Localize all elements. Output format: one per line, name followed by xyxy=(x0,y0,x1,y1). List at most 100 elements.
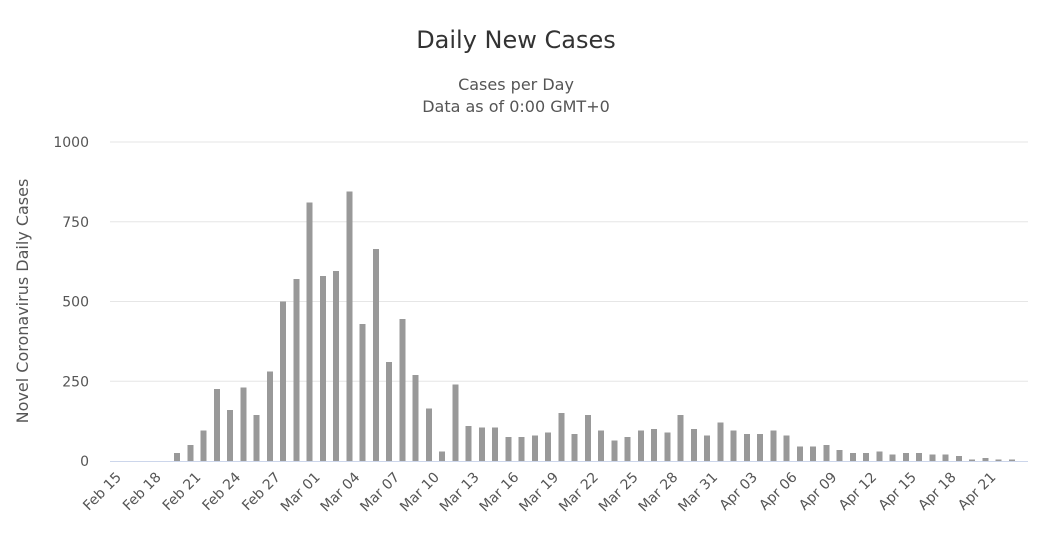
bar-mar-17 xyxy=(531,435,538,461)
bar-mar-23 xyxy=(611,440,618,461)
bar-mar-08 xyxy=(412,374,419,461)
bar-feb-26 xyxy=(266,371,273,461)
y-tick-label: 0 xyxy=(80,454,89,470)
bar-mar-19 xyxy=(558,413,565,461)
x-tick-label: Mar 04 xyxy=(318,469,364,515)
bar-apr-22 xyxy=(1008,459,1015,461)
bar-feb-24 xyxy=(240,387,247,461)
bar-mar-09 xyxy=(425,408,432,461)
x-tick-label: Mar 13 xyxy=(437,470,483,516)
x-tick-label: Apr 18 xyxy=(915,470,959,514)
bar-mar-30 xyxy=(704,435,710,461)
y-tick-label: 750 xyxy=(62,215,89,231)
bar-mar-04 xyxy=(359,323,366,461)
bar-mar-22 xyxy=(598,430,604,461)
bar-apr-05 xyxy=(783,435,790,461)
bar-mar-05 xyxy=(372,248,379,461)
bar-apr-06 xyxy=(796,446,803,461)
y-axis-tick-labels: 0 250 500 750 1000 xyxy=(53,135,89,470)
bar-apr-01 xyxy=(730,430,737,461)
x-tick-label: Mar 22 xyxy=(556,470,602,516)
bar-series xyxy=(174,191,1015,462)
y-tick-label: 250 xyxy=(62,374,89,390)
bar-mar-28 xyxy=(677,414,684,461)
bar-apr-10 xyxy=(849,453,856,461)
bar-mar-29 xyxy=(690,429,697,461)
chart-subtitle: Cases per Day xyxy=(458,75,574,94)
bar-mar-20 xyxy=(571,433,578,461)
bar-feb-23 xyxy=(227,409,233,461)
chart-title: Daily New Cases xyxy=(416,26,616,54)
bar-mar-25 xyxy=(637,430,644,461)
bar-apr-16 xyxy=(929,454,936,461)
x-tick-label: Feb 21 xyxy=(160,470,205,515)
x-tick-label: Feb 18 xyxy=(120,470,165,515)
bar-apr-09 xyxy=(836,449,843,461)
x-tick-label: Feb 24 xyxy=(199,469,244,514)
y-axis-label: Novel Coronavirus Daily Cases xyxy=(13,179,32,424)
bar-apr-21 xyxy=(995,459,1002,461)
bar-apr-03 xyxy=(757,433,763,461)
x-tick-label: Apr 21 xyxy=(955,470,999,514)
bar-mar-01 xyxy=(319,275,326,461)
bar-apr-15 xyxy=(916,453,922,461)
bar-mar-03 xyxy=(346,191,353,461)
bar-apr-12 xyxy=(876,451,883,461)
bar-apr-11 xyxy=(863,453,869,461)
bar-feb-29 xyxy=(306,202,313,462)
bar-apr-13 xyxy=(889,454,896,461)
x-tick-label: Feb 27 xyxy=(239,470,284,515)
bar-apr-02 xyxy=(743,433,750,461)
x-tick-label: Mar 01 xyxy=(278,470,324,516)
bar-apr-19 xyxy=(969,459,975,461)
bar-mar-11 xyxy=(452,384,459,461)
bar-mar-12 xyxy=(465,425,472,461)
bar-feb-25 xyxy=(253,414,260,461)
x-tick-label: Mar 28 xyxy=(636,470,682,516)
x-tick-label: Mar 07 xyxy=(357,470,403,516)
bar-mar-21 xyxy=(584,414,591,461)
bar-mar-02 xyxy=(333,271,339,461)
x-tick-label: Mar 16 xyxy=(477,469,523,515)
x-tick-label: Apr 15 xyxy=(876,470,920,514)
bar-mar-06 xyxy=(386,362,392,461)
bar-apr-07 xyxy=(810,446,816,461)
x-tick-label: Mar 10 xyxy=(397,470,443,516)
bar-feb-21 xyxy=(200,430,207,461)
bar-mar-07 xyxy=(399,319,406,461)
bar-mar-26 xyxy=(651,429,657,461)
bar-feb-22 xyxy=(213,389,220,461)
bar-apr-04 xyxy=(770,430,777,461)
x-tick-label: Apr 06 xyxy=(756,469,800,513)
bar-feb-28 xyxy=(293,279,300,461)
bar-apr-08 xyxy=(823,445,830,461)
y-tick-label: 500 xyxy=(62,295,89,311)
y-gridlines xyxy=(110,141,1028,382)
bar-mar-13 xyxy=(478,427,485,461)
bar-mar-10 xyxy=(439,451,445,461)
chart-subtitle-data-as-of: Data as of 0:00 GMT+0 xyxy=(422,97,610,116)
x-tick-label: Feb 15 xyxy=(80,470,125,515)
bar-mar-31 xyxy=(717,422,724,461)
x-tick-label: Mar 31 xyxy=(675,470,721,516)
x-tick-label: Apr 09 xyxy=(796,470,840,514)
bar-mar-16 xyxy=(518,437,525,461)
bar-feb-20 xyxy=(187,445,194,461)
bar-mar-24 xyxy=(624,437,631,461)
bar-apr-18 xyxy=(955,456,962,461)
bar-apr-17 xyxy=(942,454,949,461)
x-tick-label: Mar 25 xyxy=(596,470,642,516)
bar-mar-15 xyxy=(505,437,512,461)
x-tick-label: Apr 03 xyxy=(717,470,761,514)
bar-mar-18 xyxy=(545,432,551,461)
x-tick-label: Mar 19 xyxy=(516,470,562,516)
bar-apr-14 xyxy=(902,453,909,461)
bar-mar-27 xyxy=(664,432,671,461)
y-tick-label: 1000 xyxy=(53,135,89,151)
bar-feb-19 xyxy=(174,453,180,461)
x-tick-label: Apr 12 xyxy=(836,470,880,514)
bar-feb-27 xyxy=(280,301,286,461)
